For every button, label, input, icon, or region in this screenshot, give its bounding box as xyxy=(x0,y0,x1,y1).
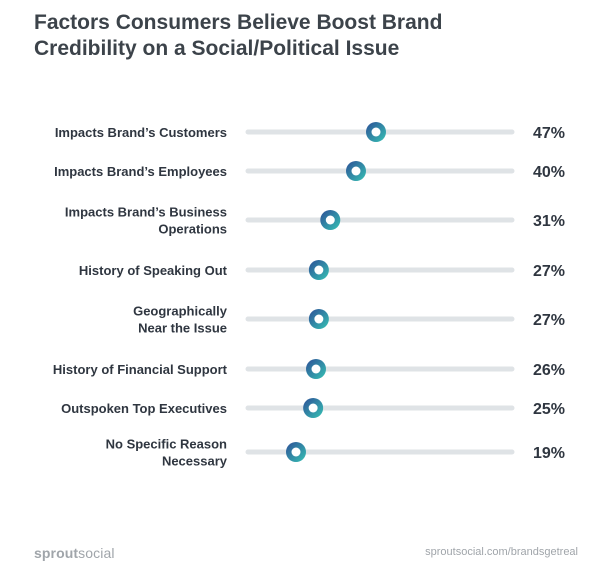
chart-title-line-2: Credibility on a Social/Political Issue xyxy=(34,37,400,60)
footer-url: sproutsocial.com/brandsgetreal xyxy=(425,546,578,558)
value-dot-center xyxy=(308,403,318,413)
chart-title: Factors Consumers Believe Boost Brand Cr… xyxy=(34,10,554,62)
logo-bold-text: sprout xyxy=(34,545,79,561)
category-label: Outspoken Top Executives xyxy=(61,401,227,416)
value-dot-center xyxy=(311,364,321,374)
category-label: Impacts Brand’s Business xyxy=(65,205,227,220)
category-label: Necessary xyxy=(162,454,228,469)
value-label: 27% xyxy=(533,312,565,329)
dot-chart: Impacts Brand’s Customers 47% Impacts Bran… xyxy=(53,122,565,469)
value-label: 31% xyxy=(533,213,565,230)
category-label: Geographically xyxy=(133,304,228,319)
value-dot-center xyxy=(325,215,335,225)
category-label: Impacts Brand’s Employees xyxy=(54,164,227,179)
value-label: 25% xyxy=(533,401,565,418)
value-label: 47% xyxy=(533,125,565,142)
logo-regular-text: social xyxy=(78,545,115,561)
value-label: 26% xyxy=(533,362,565,379)
value-dot-center xyxy=(351,166,361,176)
category-label: History of Speaking Out xyxy=(79,263,228,278)
value-dot-center xyxy=(291,447,301,457)
value-dot-center xyxy=(314,314,324,324)
value-label: 19% xyxy=(533,445,565,462)
value-label: 40% xyxy=(533,164,565,181)
category-label: No Specific Reason xyxy=(106,437,227,452)
value-dot-center xyxy=(314,265,324,275)
category-label: Impacts Brand’s Customers xyxy=(55,125,227,140)
value-dot-center xyxy=(371,127,381,137)
category-label: Near the Issue xyxy=(138,321,227,336)
sprout-social-logo: sproutsocial xyxy=(34,545,115,561)
category-label: Operations xyxy=(158,222,227,237)
chart-title-line-1: Factors Consumers Believe Boost Brand xyxy=(34,11,443,34)
category-label: History of Financial Support xyxy=(53,362,228,377)
value-label: 27% xyxy=(533,263,565,280)
